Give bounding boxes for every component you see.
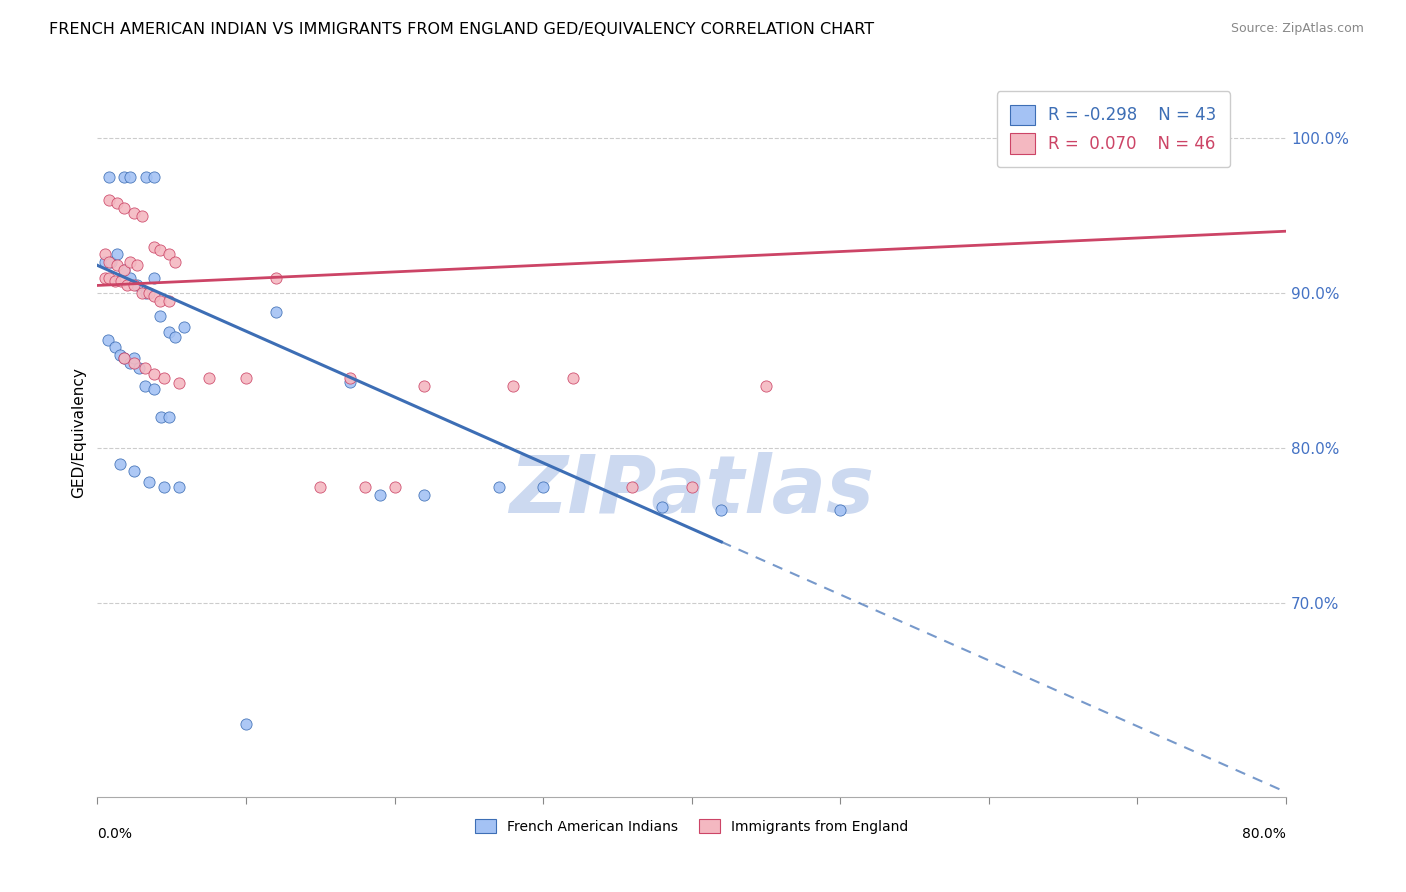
Point bbox=[1201, 131, 1223, 145]
Text: 0.0%: 0.0% bbox=[97, 827, 132, 841]
Point bbox=[100, 255, 122, 269]
Point bbox=[118, 270, 141, 285]
Point bbox=[97, 333, 120, 347]
Point bbox=[104, 340, 127, 354]
Point bbox=[264, 305, 287, 319]
Point bbox=[339, 375, 361, 389]
Point bbox=[138, 286, 160, 301]
Point bbox=[353, 480, 375, 494]
Point bbox=[710, 503, 733, 517]
Point bbox=[197, 371, 219, 385]
Point bbox=[149, 310, 172, 324]
Point bbox=[339, 371, 361, 385]
Point bbox=[830, 503, 852, 517]
Point bbox=[621, 480, 644, 494]
Point bbox=[134, 379, 156, 393]
Point bbox=[94, 247, 117, 261]
Point bbox=[531, 480, 554, 494]
Point bbox=[131, 286, 153, 301]
Point bbox=[124, 464, 146, 478]
Point bbox=[142, 270, 165, 285]
Point bbox=[94, 255, 117, 269]
Point bbox=[309, 480, 332, 494]
Point bbox=[98, 193, 121, 207]
Point bbox=[150, 410, 173, 425]
Point bbox=[502, 379, 524, 393]
Point bbox=[94, 270, 117, 285]
Point bbox=[149, 293, 172, 308]
Point bbox=[98, 169, 121, 184]
Point bbox=[173, 320, 195, 334]
Point bbox=[142, 382, 165, 396]
Text: ZIPatlas: ZIPatlas bbox=[509, 452, 875, 530]
Point bbox=[131, 209, 153, 223]
Point bbox=[112, 351, 135, 366]
Text: 80.0%: 80.0% bbox=[1241, 827, 1286, 841]
Point bbox=[142, 367, 165, 381]
Point bbox=[128, 360, 150, 375]
Point bbox=[235, 717, 257, 731]
Point bbox=[105, 258, 128, 272]
Point bbox=[157, 247, 180, 261]
Legend: French American Indians, Immigrants from England: French American Indians, Immigrants from… bbox=[468, 812, 915, 841]
Point bbox=[163, 329, 186, 343]
Point bbox=[167, 376, 190, 390]
Point bbox=[118, 169, 141, 184]
Point bbox=[112, 263, 135, 277]
Point bbox=[112, 263, 135, 277]
Point bbox=[651, 500, 673, 514]
Point bbox=[755, 379, 778, 393]
Point bbox=[134, 360, 156, 375]
Point bbox=[142, 240, 165, 254]
Point bbox=[127, 258, 149, 272]
Point bbox=[138, 475, 160, 490]
Point bbox=[108, 348, 131, 362]
Point bbox=[153, 480, 176, 494]
Point bbox=[124, 356, 146, 370]
Point bbox=[157, 410, 180, 425]
Y-axis label: GED/Equivalency: GED/Equivalency bbox=[72, 368, 86, 498]
Point bbox=[124, 278, 146, 293]
Text: Source: ZipAtlas.com: Source: ZipAtlas.com bbox=[1230, 22, 1364, 36]
Point bbox=[118, 255, 141, 269]
Point bbox=[163, 255, 186, 269]
Point bbox=[167, 480, 190, 494]
Point bbox=[124, 351, 146, 366]
Point bbox=[112, 169, 135, 184]
Point bbox=[115, 278, 138, 293]
Text: FRENCH AMERICAN INDIAN VS IMMIGRANTS FROM ENGLAND GED/EQUIVALENCY CORRELATION CH: FRENCH AMERICAN INDIAN VS IMMIGRANTS FRO… bbox=[49, 22, 875, 37]
Point bbox=[142, 169, 165, 184]
Point bbox=[98, 255, 121, 269]
Point bbox=[112, 351, 135, 366]
Point bbox=[124, 205, 146, 219]
Point bbox=[98, 270, 121, 285]
Point bbox=[135, 169, 157, 184]
Point bbox=[488, 480, 510, 494]
Point bbox=[108, 457, 131, 471]
Point bbox=[110, 274, 132, 288]
Point bbox=[135, 286, 157, 301]
Point bbox=[413, 379, 436, 393]
Point bbox=[368, 488, 391, 502]
Point bbox=[157, 325, 180, 339]
Point bbox=[413, 488, 436, 502]
Point bbox=[142, 289, 165, 303]
Point bbox=[157, 293, 180, 308]
Point bbox=[153, 371, 176, 385]
Point bbox=[105, 196, 128, 211]
Point bbox=[127, 278, 149, 293]
Point bbox=[384, 480, 406, 494]
Point bbox=[561, 371, 583, 385]
Point bbox=[105, 247, 128, 261]
Point bbox=[149, 243, 172, 257]
Point bbox=[118, 356, 141, 370]
Point bbox=[264, 270, 287, 285]
Point bbox=[681, 480, 703, 494]
Point bbox=[235, 371, 257, 385]
Point bbox=[112, 201, 135, 215]
Point bbox=[104, 274, 127, 288]
